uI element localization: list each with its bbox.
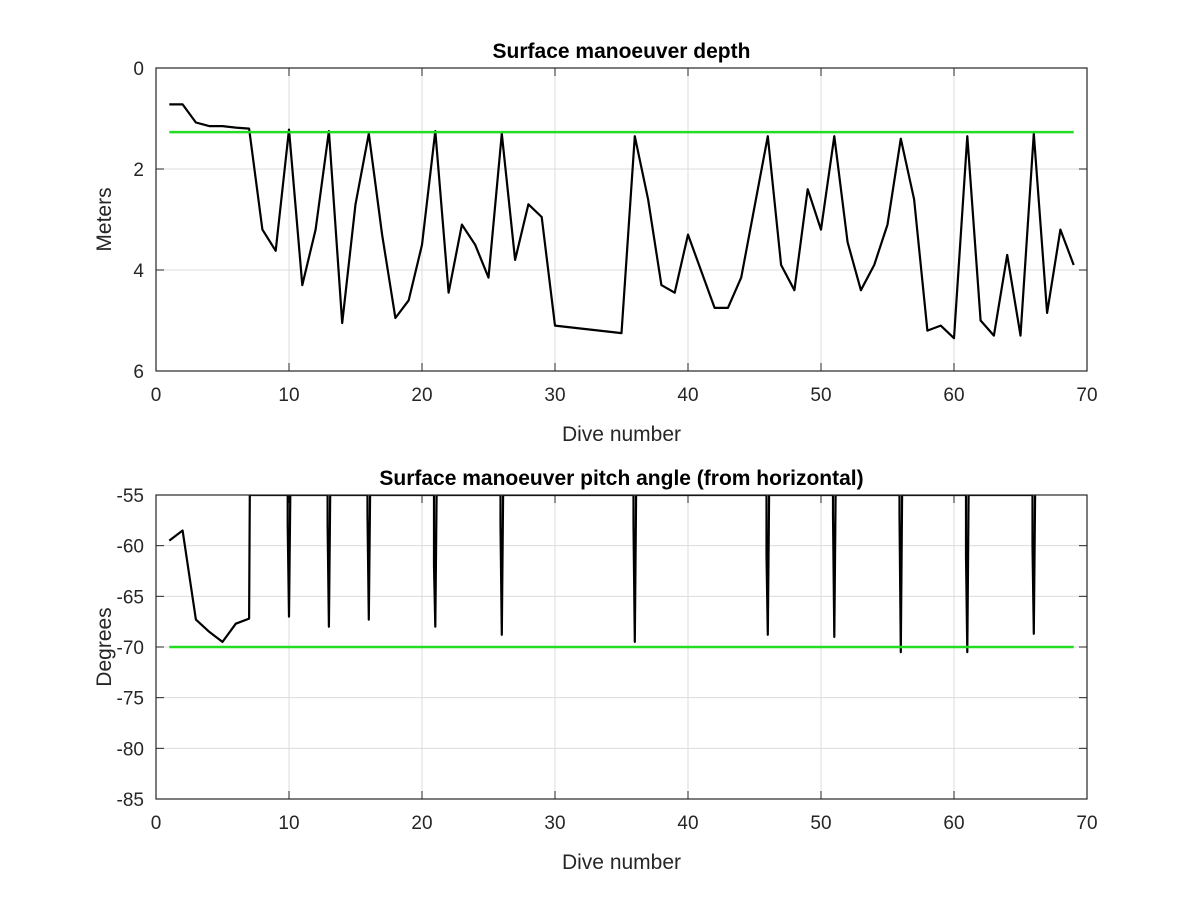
depth-xtick-label: 20 — [411, 385, 432, 406]
depth-chart-title: Surface manoeuver depth — [493, 40, 751, 63]
pitch-xtick-label: 50 — [810, 813, 831, 834]
pitch-ytick-label: -65 — [117, 587, 144, 608]
pitch-ytick-label: -75 — [117, 689, 144, 710]
depth-ytick-label: 2 — [133, 160, 144, 181]
pitch-axes: 0 10 20 30 40 50 60 70 -55 -60 -65 -70 -75 -80 -85 Surf… — [93, 467, 1098, 874]
depth-data-line — [169, 103, 1075, 340]
depth-xtick-label: 40 — [677, 385, 698, 406]
depth-axes: 0 10 20 30 40 50 60 70 0 2 4 6 Surface manoeuver dep… — [93, 40, 1098, 446]
depth-x-axis-label: Dive number — [562, 423, 681, 446]
pitch-xtick-label: 10 — [278, 813, 299, 834]
depth-xtick-label: 50 — [810, 385, 831, 406]
pitch-xtick-label: 60 — [943, 813, 964, 834]
depth-xtick-label: 30 — [544, 385, 565, 406]
pitch-y-axis-label: Degrees — [93, 607, 116, 686]
pitch-xtick-label: 20 — [411, 813, 432, 834]
pitch-ytick-label: -70 — [117, 638, 144, 659]
pitch-xtick-label: 40 — [677, 813, 698, 834]
depth-axes-frame — [155, 67, 1088, 372]
depth-ytick-label: 6 — [133, 362, 144, 383]
pitch-ytick-label: -85 — [117, 790, 144, 811]
pitch-ytick-label: -60 — [117, 537, 144, 558]
depth-xtick-label: 60 — [943, 385, 964, 406]
pitch-ytick-label: -80 — [117, 739, 144, 760]
pitch-chart-title: Surface manoeuver pitch angle (from hori… — [379, 467, 863, 490]
pitch-x-axis-label: Dive number — [562, 851, 681, 874]
depth-xtick-label: 10 — [278, 385, 299, 406]
depth-xtick-label: 70 — [1076, 385, 1097, 406]
pitch-ytick-label: -55 — [117, 486, 144, 507]
depth-ytick-label: 4 — [133, 261, 144, 282]
depth-y-axis-label: Meters — [93, 187, 116, 251]
pitch-data-line — [168, 495, 1037, 654]
pitch-xtick-label: 0 — [151, 813, 162, 834]
pitch-xtick-label: 30 — [544, 813, 565, 834]
depth-xtick-label: 0 — [151, 385, 162, 406]
pitch-xtick-label: 70 — [1076, 813, 1097, 834]
pitch-axes-frame — [155, 494, 1088, 800]
depth-ytick-label: 0 — [133, 59, 144, 80]
